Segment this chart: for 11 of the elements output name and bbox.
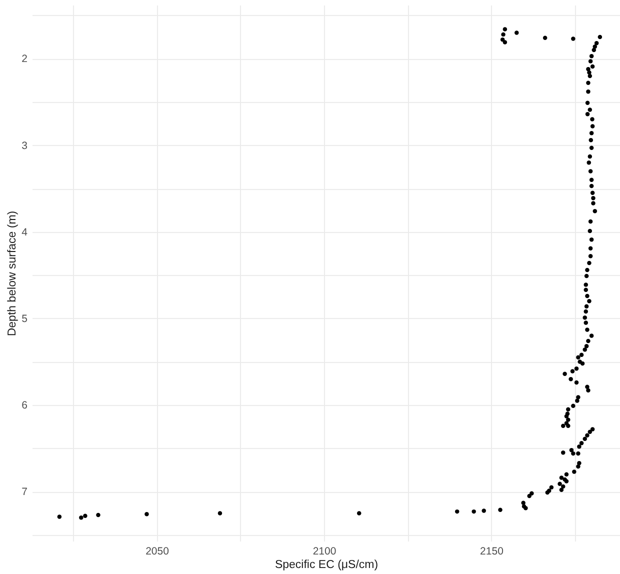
x-tick-label: 2050: [146, 546, 170, 558]
y-axis-title: Depth below surface (m): [6, 210, 19, 336]
x-tick-label: 2100: [312, 546, 336, 558]
y-tick-label: 2: [22, 53, 28, 66]
x-tick-label: 2150: [480, 546, 504, 558]
y-tick-label: 3: [22, 140, 28, 152]
y-tick-label: 5: [22, 312, 28, 325]
y-tick-label: 7: [22, 486, 28, 498]
y-tick-label: 6: [22, 400, 28, 412]
x-axis-title: Specific EC (μS/cm): [274, 559, 378, 571]
y-tick-label: 4: [22, 226, 28, 238]
